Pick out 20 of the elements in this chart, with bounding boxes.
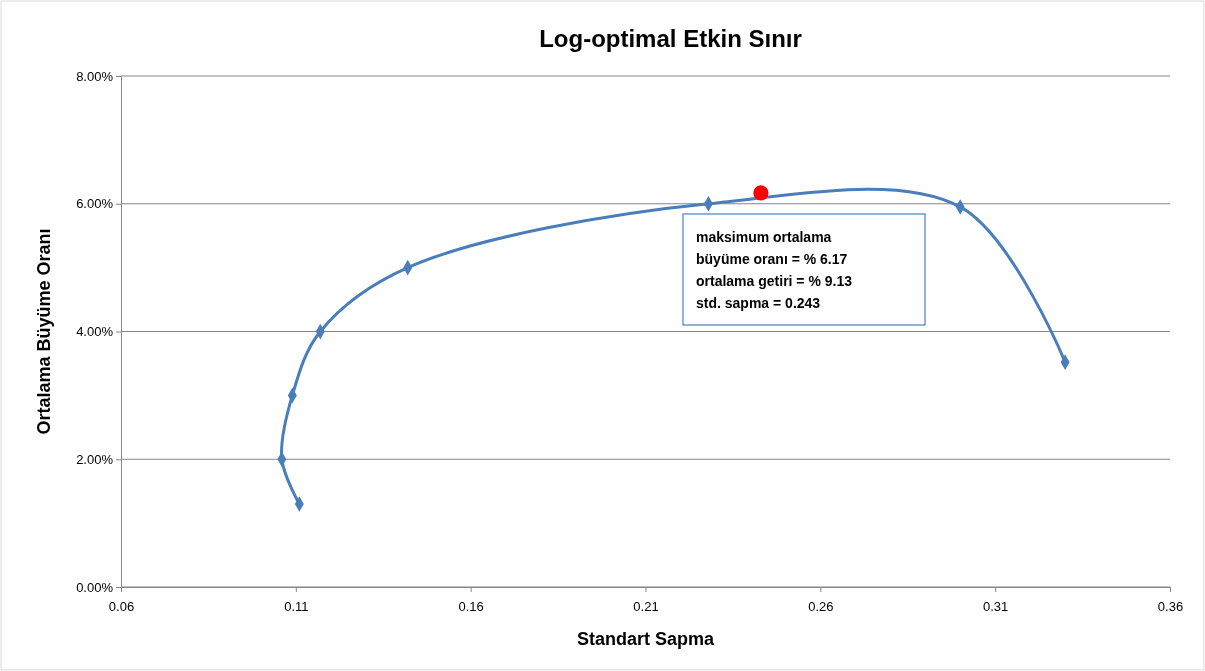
y-tick-label: 4.00% [76, 324, 114, 340]
y-tick-label: 8.00% [76, 68, 114, 84]
annotation: maksimum ortalama [696, 229, 832, 245]
y-tick-label: 2.00% [76, 451, 114, 467]
x-tick-label: 0.21 [633, 598, 659, 614]
y-tick-label: 0.00% [76, 579, 114, 595]
y-tick-label: 6.00% [76, 196, 114, 212]
x-tick-label: 0.16 [458, 598, 484, 614]
annotation: ortalama getiri = % 9.13 [696, 273, 853, 289]
x-tick-label: 0.11 [284, 598, 309, 614]
x-tick-label: 0.31 [983, 598, 1009, 614]
annotation: büyüme oranı = % 6.17 [696, 251, 848, 267]
point [753, 185, 769, 201]
x-tick-label: 0.06 [108, 598, 135, 614]
annotation: std. sapma = 0.243 [696, 295, 821, 311]
x-axis-title: Standart Sapma [576, 629, 715, 649]
y-axis-title: Ortalama Büyüme Oranı [34, 228, 54, 435]
x-tick-label: 0.26 [808, 598, 834, 614]
chart-title: Log-optimal Etkin Sınır [539, 25, 802, 52]
x-tick-label: 0.36 [1157, 598, 1184, 614]
